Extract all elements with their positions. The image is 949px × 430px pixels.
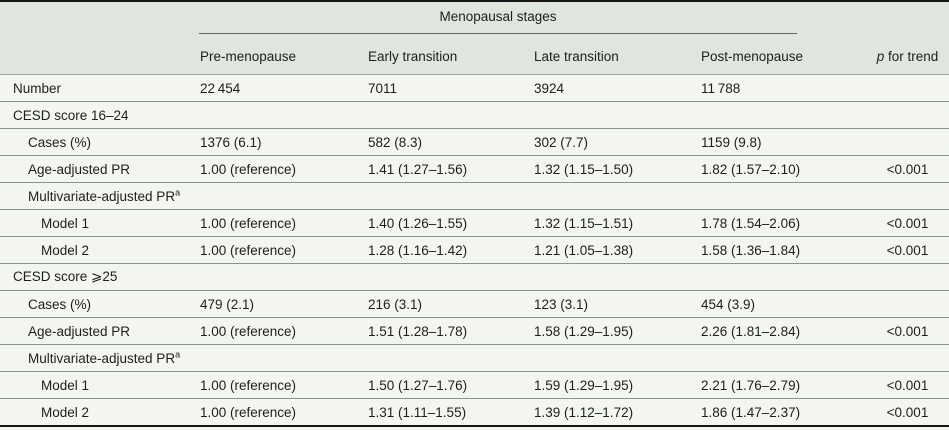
table-row-model-2: Model 2 1.00 (reference) 1.28 (1.16–1.42… [0,236,949,263]
column-header-pre-menopause: Pre-menopause [200,49,297,64]
p-italic: p [876,49,885,64]
row-label: Multivariate-adjusted PRa [0,351,199,366]
cell: <0.001 [886,161,929,177]
table-header: Menopausal stages Pre-menopause Early tr… [0,2,949,74]
cell: 454 (3.9) [701,296,756,312]
cell: <0.001 [886,242,929,258]
cell: 1.78 (1.54–2.06) [701,215,801,231]
cell: 2.21 (1.76–2.79) [701,377,801,393]
table-row-age-adjusted-pr: Age-adjusted PR 1.00 (reference) 1.51 (1… [0,317,949,344]
cell: 582 (8.3) [368,134,423,150]
cell: 1.00 (reference) [200,215,297,231]
column-header-late-transition: Late transition [534,49,619,64]
cell: 1.31 (1.11–1.55) [368,404,467,420]
table-row-number: Number 22 454 7011 3924 11 788 [0,74,949,101]
row-label: Model 2 [41,404,90,420]
table-row-section-cesd-16-24: CESD score 16–24 [0,101,949,128]
cell: <0.001 [886,404,929,420]
cell: 3924 [534,80,565,96]
table-body: Number 22 454 7011 3924 11 788 CESD scor… [0,74,949,425]
cell: 1.58 (1.29–1.95) [534,323,634,339]
cell: 1.40 (1.26–1.55) [368,215,468,231]
row-label: Age-adjusted PR [28,161,131,177]
cell: 1.00 (reference) [200,242,297,258]
column-header-empty [0,49,199,65]
row-label: Model 1 [41,215,90,231]
cell: 479 (2.1) [200,296,255,312]
cell: 1.32 (1.15–1.50) [534,161,634,177]
table-row-multivariate-adjusted-pr: Multivariate-adjusted PRa [0,182,949,209]
row-label: Multivariate-adjusted PRa [0,189,199,204]
cell: 22 454 [200,80,241,96]
row-label: Cases (%) [28,296,92,312]
column-header-post-menopause: Post-menopause [701,49,804,64]
row-label: Number [13,80,62,96]
table-row-cases: Cases (%) 1376 (6.1) 582 (8.3) 302 (7.7)… [0,128,949,155]
cell: 1.28 (1.16–1.42) [368,242,468,258]
cell: <0.001 [886,215,929,231]
cell: 2.26 (1.81–2.84) [701,323,801,339]
cell: 123 (3.1) [534,296,589,312]
row-label: Cases (%) [28,134,92,150]
table-row-cases: Cases (%) 479 (2.1) 216 (3.1) 123 (3.1) … [0,290,949,317]
table-row-model-1: Model 1 1.00 (reference) 1.40 (1.26–1.55… [0,209,949,236]
cell: 1.00 (reference) [200,404,297,420]
p-rest: for trend [884,49,939,64]
table-bottom-rule [0,425,949,430]
cell: 1159 (9.8) [701,134,762,150]
cell: 1.51 (1.28–1.78) [368,323,468,339]
column-header-row: Pre-menopause Early transition Late tran… [0,49,949,65]
row-label: Model 1 [41,377,90,393]
cell: 1376 (6.1) [200,134,262,150]
table-row-section-cesd-ge-25: CESD score ⩾25 [0,263,949,290]
footnote-marker: a [175,350,181,359]
row-label-text: Multivariate-adjusted PR [28,188,176,204]
cell: 1.00 (reference) [200,323,297,339]
cell: 302 (7.7) [534,134,589,150]
footnote-marker: a [175,188,181,197]
cell: 1.50 (1.27–1.76) [368,377,468,393]
cell: 1.00 (reference) [200,161,297,177]
cell: 1.58 (1.36–1.84) [701,242,801,258]
cell: 1.21 (1.05–1.38) [534,242,634,258]
cell: 1.41 (1.27–1.56) [368,161,468,177]
row-label: Age-adjusted PR [28,323,131,339]
cell: 11 788 [701,80,741,96]
section-label: CESD score ⩾25 [13,269,118,284]
spanner-heading: Menopausal stages [199,9,797,34]
row-label: Model 2 [41,242,90,258]
section-label: CESD score 16–24 [13,107,129,123]
table-row-multivariate-adjusted-pr: Multivariate-adjusted PRa [0,344,949,371]
cell: 7011 [368,80,398,96]
column-header-p-for-trend: p for trend [866,49,949,65]
cell: 1.86 (1.47–2.37) [701,404,801,420]
cell: 216 (3.1) [368,296,423,312]
cell: 1.39 (1.12–1.72) [534,404,634,420]
table-row-model-2: Model 2 1.00 (reference) 1.31 (1.11–1.55… [0,398,949,425]
table-row-age-adjusted-pr: Age-adjusted PR 1.00 (reference) 1.41 (1… [0,155,949,182]
row-label-text: Multivariate-adjusted PR [28,350,176,366]
cell: 1.82 (1.57–2.10) [701,161,801,177]
cell: 1.00 (reference) [200,377,297,393]
cell: <0.001 [886,377,929,393]
cell: 1.59 (1.29–1.95) [534,377,634,393]
table-row-model-1: Model 1 1.00 (reference) 1.50 (1.27–1.76… [0,371,949,398]
cell: 1.32 (1.15–1.51) [534,215,634,231]
column-header-early-transition: Early transition [368,49,458,64]
cell: <0.001 [886,323,929,339]
